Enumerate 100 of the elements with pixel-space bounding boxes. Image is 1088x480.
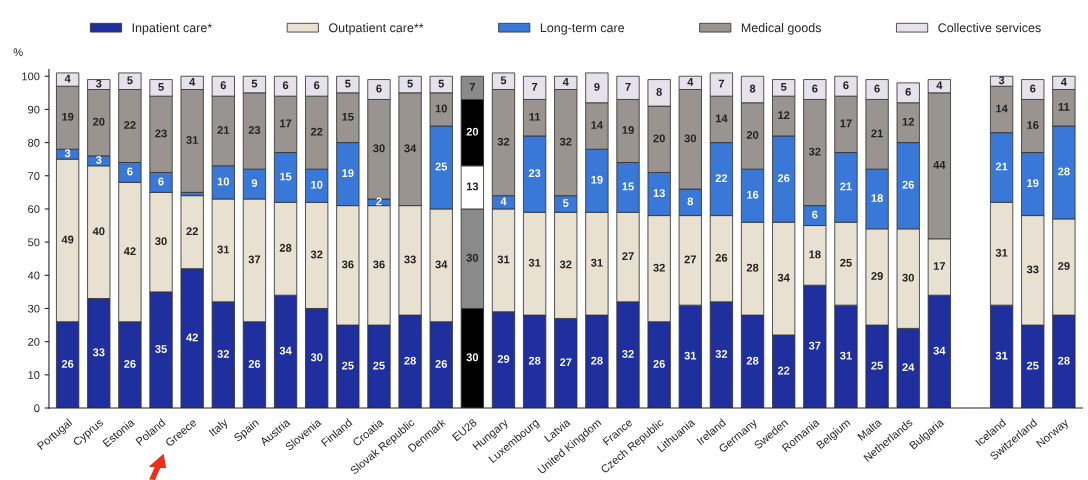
- data-label: 20: [466, 127, 479, 136]
- data-label: 9: [594, 82, 600, 91]
- data-label: 5: [345, 79, 351, 88]
- data-label: 4: [500, 197, 507, 206]
- data-label: 29: [1058, 262, 1070, 270]
- data-label: 5: [407, 79, 413, 88]
- data-label: 3: [998, 76, 1005, 85]
- data-label: 27: [559, 358, 572, 367]
- data-label: 7: [469, 83, 475, 91]
- legend-label: Collective services: [938, 23, 1041, 33]
- data-label: 24: [902, 363, 915, 372]
- data-label: 6: [314, 81, 320, 90]
- data-label: 34: [777, 273, 790, 282]
- data-label: 14: [591, 121, 604, 129]
- legend-label: Long-term care: [540, 23, 625, 35]
- y-tick-label: 80: [28, 138, 40, 147]
- data-label: 4: [1060, 78, 1067, 86]
- data-label: 10: [311, 180, 323, 189]
- data-label: 7: [625, 83, 631, 91]
- data-label: 28: [746, 356, 759, 365]
- data-label: 26: [653, 359, 665, 368]
- data-label: 6: [874, 84, 880, 93]
- data-label: 36: [373, 260, 385, 269]
- data-label: 33: [1026, 265, 1039, 274]
- data-label: 11: [529, 112, 541, 121]
- data-label: 10: [435, 104, 447, 113]
- data-label: 16: [1027, 121, 1039, 129]
- data-label: 35: [155, 345, 167, 353]
- data-label: 21: [217, 126, 230, 134]
- y-tick-label: 40: [27, 271, 40, 280]
- data-label: 34: [279, 346, 292, 355]
- data-label: 42: [186, 333, 198, 342]
- data-label: 7: [532, 83, 538, 91]
- data-label: 34: [933, 346, 946, 355]
- data-label: 28: [528, 356, 541, 365]
- data-label: 20: [653, 134, 665, 143]
- data-label: 31: [995, 351, 1008, 360]
- data-label: 8: [656, 87, 662, 96]
- data-label: 10: [217, 177, 230, 186]
- data-label: 36: [341, 260, 354, 269]
- data-label: 14: [996, 104, 1008, 113]
- data-label: 28: [1058, 356, 1070, 365]
- data-label: 44: [933, 161, 946, 169]
- data-label: 19: [622, 126, 634, 134]
- data-label: 31: [497, 255, 510, 264]
- data-label: 4: [562, 78, 569, 86]
- data-label: 17: [840, 119, 852, 128]
- data-label: 18: [809, 250, 821, 259]
- data-label: 23: [528, 169, 541, 178]
- data-label: 32: [559, 137, 572, 146]
- data-label: 32: [622, 350, 634, 358]
- data-label: 25: [1026, 361, 1039, 370]
- data-label: 28: [404, 356, 416, 365]
- y-tick-label: 100: [22, 72, 40, 81]
- data-label: 18: [871, 194, 883, 202]
- data-label: 49: [61, 235, 74, 244]
- data-label: 21: [995, 162, 1008, 171]
- data-label: 3: [95, 79, 102, 88]
- data-label: 8: [687, 197, 694, 206]
- data-label: 6: [905, 87, 911, 96]
- data-label: 32: [715, 350, 728, 358]
- data-label: 26: [248, 359, 261, 368]
- y-tick-label: 10: [28, 371, 40, 379]
- data-label: 34: [404, 144, 417, 153]
- y-tick-label: 0: [34, 404, 40, 413]
- data-label: 29: [871, 272, 883, 280]
- data-label: 31: [590, 258, 603, 267]
- data-label: 33: [92, 348, 105, 357]
- data-label: 31: [684, 351, 697, 360]
- y-tick-label: 50: [28, 238, 40, 247]
- data-label: 22: [186, 227, 198, 236]
- data-label: 28: [279, 243, 292, 252]
- data-label: 27: [684, 255, 696, 264]
- data-label: 30: [466, 253, 479, 262]
- legend-label: Inpatient care*: [132, 23, 212, 35]
- data-label: 7: [718, 79, 725, 88]
- data-label: 30: [373, 144, 385, 153]
- data-label: 28: [591, 356, 603, 365]
- y-tick-label: 30: [28, 304, 40, 313]
- data-label: 28: [1058, 167, 1070, 176]
- data-label: 4: [936, 81, 943, 90]
- data-label: 15: [342, 112, 354, 121]
- data-label: 30: [466, 353, 479, 362]
- data-label: 21: [871, 129, 883, 138]
- data-label: 3: [95, 155, 102, 164]
- data-label: 5: [158, 83, 164, 91]
- x-tick-label: Italy: [208, 417, 230, 439]
- data-label: 5: [127, 76, 133, 85]
- data-label: 32: [808, 147, 821, 156]
- data-label: 15: [622, 182, 634, 191]
- data-label: 6: [127, 167, 133, 176]
- data-label: 19: [62, 112, 74, 121]
- data-label: 5: [251, 79, 258, 88]
- data-label: 6: [158, 177, 164, 186]
- data-label: 4: [189, 78, 196, 86]
- data-label: 32: [497, 137, 510, 146]
- data-label: 6: [376, 84, 382, 93]
- data-label: 28: [746, 263, 759, 272]
- data-label: 8: [749, 84, 756, 93]
- y-tick-label: 20: [28, 337, 40, 346]
